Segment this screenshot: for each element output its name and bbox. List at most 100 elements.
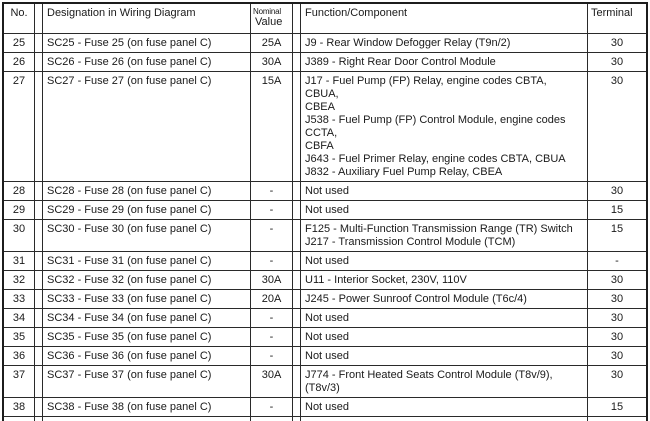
function-line: Not used bbox=[305, 185, 350, 197]
table-body: 25 SC25 - Fuse 25 (on fuse panel C) 25A … bbox=[4, 34, 646, 421]
row-no: 27 bbox=[4, 72, 35, 181]
gap-cell bbox=[35, 53, 43, 71]
row-nominal-value: 30A bbox=[251, 271, 293, 289]
gap-cell bbox=[293, 290, 301, 308]
row-no: 33 bbox=[4, 290, 35, 308]
gap-cell bbox=[35, 201, 43, 219]
row-nominal-value: - bbox=[251, 398, 293, 416]
row-nominal-value: - bbox=[251, 417, 293, 421]
table-row: 39 SC39 - Fuse 39 (on fuse panel C) - No… bbox=[4, 417, 646, 421]
row-no: 32 bbox=[4, 271, 35, 289]
table-row: 34 SC34 - Fuse 34 (on fuse panel C) - No… bbox=[4, 309, 646, 328]
row-designation: SC36 - Fuse 36 (on fuse panel C) bbox=[43, 347, 251, 365]
function-line: J774 - Front Heated Seats Control Module… bbox=[305, 369, 553, 394]
gap-cell bbox=[293, 53, 301, 71]
row-nominal-value: 30A bbox=[251, 53, 293, 71]
function-line: Not used bbox=[305, 350, 350, 362]
row-nominal-value: - bbox=[251, 252, 293, 270]
row-designation: SC27 - Fuse 27 (on fuse panel C) bbox=[43, 72, 251, 181]
row-nominal-value: - bbox=[251, 182, 293, 200]
row-terminal: 30 bbox=[610, 369, 624, 381]
gap-cell bbox=[293, 271, 301, 289]
gap-cell bbox=[293, 4, 301, 33]
row-no: 34 bbox=[4, 309, 35, 327]
row-terminal: 15 bbox=[610, 223, 624, 235]
row-no: 25 bbox=[4, 34, 35, 52]
table-row: 35 SC35 - Fuse 35 (on fuse panel C) - No… bbox=[4, 328, 646, 347]
row-terminal: 30 bbox=[610, 185, 624, 197]
row-nominal-value: - bbox=[251, 309, 293, 327]
gap-cell bbox=[293, 201, 301, 219]
row-function: Not used bbox=[301, 328, 588, 346]
gap-cell bbox=[293, 182, 301, 200]
table-row: 25 SC25 - Fuse 25 (on fuse panel C) 25A … bbox=[4, 34, 646, 53]
table-row: 28 SC28 - Fuse 28 (on fuse panel C) - No… bbox=[4, 182, 646, 201]
gap-cell bbox=[293, 252, 301, 270]
row-nominal-value: - bbox=[251, 347, 293, 365]
row-function: J774 - Front Heated Seats Control Module… bbox=[301, 366, 588, 397]
function-line: U11 - Interior Socket, 230V, 110V bbox=[305, 274, 467, 286]
table-row: 38 SC38 - Fuse 38 (on fuse panel C) - No… bbox=[4, 398, 646, 417]
row-no: 39 bbox=[4, 417, 35, 421]
row-terminal: 15 bbox=[588, 417, 646, 421]
row-no: 30 bbox=[4, 220, 35, 251]
row-function: J9 - Rear Window Defogger Relay (T9n/2) bbox=[301, 34, 588, 52]
header-terminal: Terminal bbox=[591, 7, 633, 19]
row-no: 36 bbox=[4, 347, 35, 365]
row-designation: SC34 - Fuse 34 (on fuse panel C) bbox=[43, 309, 251, 327]
gap-cell bbox=[293, 347, 301, 365]
function-line: Not used bbox=[305, 401, 350, 413]
function-line: J217 - Transmission Control Module (TCM) bbox=[305, 236, 516, 248]
gap-cell bbox=[35, 328, 43, 346]
function-line: J245 - Power Sunroof Control Module (T6c… bbox=[305, 293, 527, 305]
table-header-row: No. Designation in Wiring Diagram Nomina… bbox=[4, 4, 646, 34]
row-function: J389 - Right Rear Door Control Module bbox=[301, 53, 588, 71]
table-row: 31 SC31 - Fuse 31 (on fuse panel C) - No… bbox=[4, 252, 646, 271]
header-nominal-value: Nominal Value bbox=[251, 4, 293, 33]
row-designation: SC31 - Fuse 31 (on fuse panel C) bbox=[43, 252, 251, 270]
row-designation: SC26 - Fuse 26 (on fuse panel C) bbox=[43, 53, 251, 71]
row-function: U11 - Interior Socket, 230V, 110V bbox=[301, 271, 588, 289]
row-function: J17 - Fuel Pump (FP) Relay, engine codes… bbox=[301, 72, 588, 181]
gap-cell bbox=[35, 366, 43, 397]
gap-cell bbox=[293, 328, 301, 346]
row-designation: SC35 - Fuse 35 (on fuse panel C) bbox=[43, 328, 251, 346]
gap-cell bbox=[35, 72, 43, 181]
row-nominal-value: 25A bbox=[251, 34, 293, 52]
function-line: Not used bbox=[305, 331, 350, 343]
function-line: Not used bbox=[305, 312, 350, 324]
row-designation: SC33 - Fuse 33 (on fuse panel C) bbox=[43, 290, 251, 308]
row-terminal: 15 bbox=[610, 204, 624, 216]
function-line: J643 - Fuel Primer Relay, engine codes C… bbox=[305, 153, 566, 165]
row-function: F125 - Multi-Function Transmission Range… bbox=[301, 220, 588, 251]
row-no: 37 bbox=[4, 366, 35, 397]
row-no: 35 bbox=[4, 328, 35, 346]
gap-cell bbox=[293, 417, 301, 421]
row-terminal: 30 bbox=[610, 331, 624, 343]
row-no: 38 bbox=[4, 398, 35, 416]
gap-cell bbox=[293, 398, 301, 416]
gap-cell bbox=[35, 290, 43, 308]
function-line: J538 - Fuel Pump (FP) Control Module, en… bbox=[305, 114, 566, 139]
row-nominal-value: 30A bbox=[251, 366, 293, 397]
row-no: 31 bbox=[4, 252, 35, 270]
function-line: Not used bbox=[305, 204, 350, 216]
header-nominal-line2: Value bbox=[255, 16, 283, 28]
row-designation: SC29 - Fuse 29 (on fuse panel C) bbox=[43, 201, 251, 219]
table-row: 32 SC32 - Fuse 32 (on fuse panel C) 30A … bbox=[4, 271, 646, 290]
row-function: Not used bbox=[301, 398, 588, 416]
row-designation: SC39 - Fuse 39 (on fuse panel C) bbox=[43, 417, 251, 421]
gap-cell bbox=[35, 347, 43, 365]
row-function: J245 - Power Sunroof Control Module (T6c… bbox=[301, 290, 588, 308]
gap-cell bbox=[35, 309, 43, 327]
function-line: F125 - Multi-Function Transmission Range… bbox=[305, 223, 573, 235]
row-no: 26 bbox=[4, 53, 35, 71]
table-row: 37 SC37 - Fuse 37 (on fuse panel C) 30A … bbox=[4, 366, 646, 398]
row-designation: SC25 - Fuse 25 (on fuse panel C) bbox=[43, 34, 251, 52]
row-no: 29 bbox=[4, 201, 35, 219]
row-terminal: 30 bbox=[610, 274, 624, 286]
function-line: J832 - Auxiliary Fuel Pump Relay, CBEA bbox=[305, 166, 503, 178]
table-row: 29 SC29 - Fuse 29 (on fuse panel C) - No… bbox=[4, 201, 646, 220]
row-designation: SC32 - Fuse 32 (on fuse panel C) bbox=[43, 271, 251, 289]
